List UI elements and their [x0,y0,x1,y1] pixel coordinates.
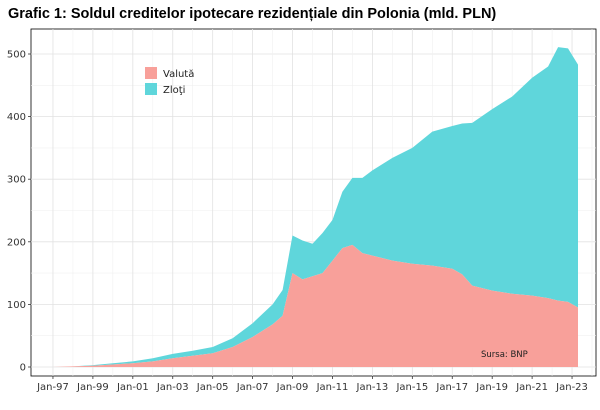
area-series-zloti [53,47,578,367]
x-tick-label: Jan-13 [356,382,389,393]
legend-swatch-valuta [145,67,157,79]
chart-title: Grafic 1: Soldul creditelor ipotecare re… [8,6,497,22]
x-tick-label: Jan-99 [76,382,109,393]
legend-label-valuta: Valută [163,69,194,80]
x-tick-label: Jan-01 [116,382,149,393]
y-tick-label: 400 [7,112,26,123]
area-series-valuta [53,244,578,367]
x-tick-label: Jan-97 [36,382,69,393]
x-tick-label: Jan-23 [555,382,588,393]
x-tick-label: Jan-19 [475,382,508,393]
legend: Valută Zloţi [145,67,194,96]
x-tick-label: Jan-17 [435,382,468,393]
x-tick-label: Jan-03 [156,382,189,393]
x-tick-label: Jan-21 [515,382,548,393]
x-tick-label: Jan-07 [236,382,269,393]
axes: 0 100 200 300 400 500 Jan-97 Jan-99 Jan-01 Jan-03… [7,50,588,394]
areas [53,47,578,367]
source-note: Sursa: BNP [481,350,528,360]
y-tick-label: 500 [7,50,26,61]
x-tick-label: Jan-09 [276,382,309,393]
y-tick-label: 100 [7,300,26,311]
y-tick-label: 200 [7,237,26,248]
legend-swatch-zloti [145,83,157,95]
x-tick-label: Jan-15 [395,382,428,393]
x-tick-label: Jan-05 [196,382,229,393]
y-tick-label: 300 [7,175,26,186]
y-tick-label: 0 [20,363,26,374]
x-tick-label: Jan-11 [316,382,349,393]
legend-label-zloti: Zloţi [163,85,185,96]
